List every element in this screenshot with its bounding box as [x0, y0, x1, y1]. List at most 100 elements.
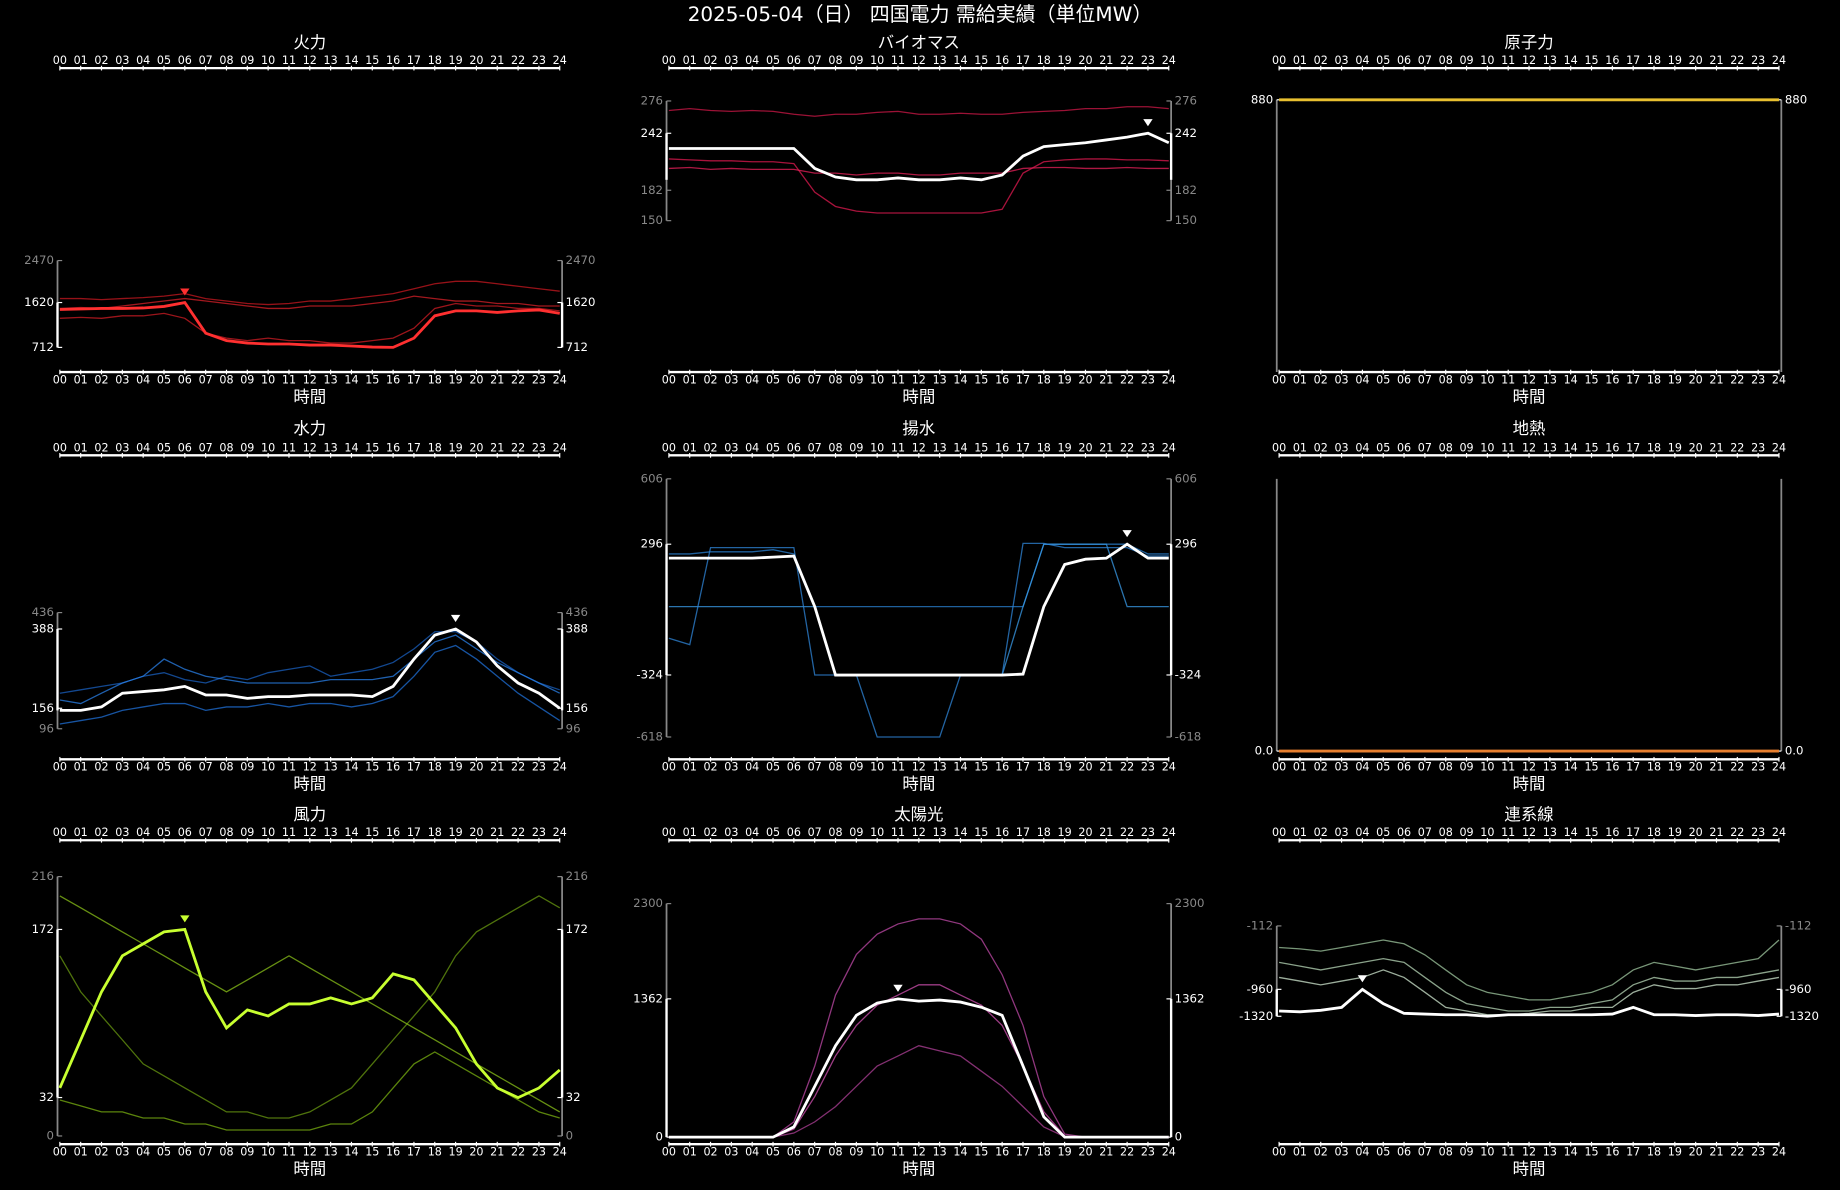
x-tick-label-bottom: 21 — [1099, 760, 1113, 773]
x-tick-label-bottom: 18 — [1037, 760, 1051, 773]
series-line — [59, 301, 560, 349]
x-tick-label-top: 02 — [94, 54, 108, 67]
x-tick-label-top: 16 — [1605, 54, 1619, 67]
x-tick-label-bottom: 08 — [828, 760, 842, 773]
x-tick-label-bottom: 17 — [407, 1145, 421, 1158]
x-tick-label-bottom: 02 — [94, 1145, 108, 1158]
x-tick-label-top: 17 — [407, 54, 421, 67]
x-axis-label: 時間 — [293, 1160, 326, 1179]
x-tick-label-bottom: 19 — [1058, 760, 1072, 773]
y-tick-label: 880 — [1251, 92, 1273, 106]
y-tick-label: -618 — [636, 729, 663, 743]
x-tick-label-bottom: 24 — [1772, 1145, 1786, 1158]
x-tick-label-top: 07 — [1418, 826, 1432, 839]
x-tick-label-bottom: 05 — [1376, 1145, 1390, 1158]
x-tick-label-bottom: 21 — [1709, 1145, 1723, 1158]
x-tick-label-top: 03 — [115, 441, 129, 454]
x-tick-label-bottom: 20 — [469, 760, 483, 773]
x-tick-label-top: 04 — [1355, 54, 1369, 67]
x-tick-label-top: 05 — [1376, 54, 1390, 67]
y-tick-label: 32 — [39, 1090, 54, 1104]
x-tick-label-bottom: 06 — [1397, 1145, 1411, 1158]
x-tick-label-bottom: 04 — [745, 373, 759, 386]
x-tick-label-top: 20 — [1078, 441, 1092, 454]
x-tick-label-top: 09 — [849, 54, 863, 67]
x-tick-label-bottom: 17 — [1016, 1145, 1030, 1158]
x-tick-label-top: 09 — [1459, 826, 1473, 839]
x-tick-label-top: 11 — [282, 441, 296, 454]
x-tick-label-top: 11 — [1501, 441, 1515, 454]
x-tick-label-top: 08 — [828, 54, 842, 67]
y-tick-label: 276 — [641, 93, 663, 107]
x-tick-label-bottom: 01 — [74, 1145, 88, 1158]
x-tick-label-top: 24 — [1162, 54, 1176, 67]
x-tick-label-bottom: 22 — [511, 1145, 525, 1158]
x-tick-label-bottom: 04 — [745, 760, 759, 773]
x-tick-label-top: 21 — [1709, 54, 1723, 67]
x-tick-label-bottom: 19 — [1058, 373, 1072, 386]
x-tick-label-bottom: 17 — [1626, 1145, 1640, 1158]
x-tick-label-bottom: 23 — [1751, 760, 1765, 773]
x-tick-label-bottom: 12 — [303, 760, 317, 773]
x-tick-label-bottom: 09 — [1459, 373, 1473, 386]
x-tick-label-bottom: 03 — [115, 1145, 129, 1158]
x-tick-label-bottom: 23 — [532, 373, 546, 386]
y-tick-label: -960 — [1785, 982, 1812, 996]
x-tick-label-top: 09 — [849, 441, 863, 454]
x-tick-label-top: 22 — [1120, 441, 1134, 454]
x-tick-label-bottom: 01 — [683, 373, 697, 386]
x-tick-label-bottom: 13 — [324, 760, 338, 773]
x-tick-label-top: 21 — [1709, 441, 1723, 454]
x-tick-label-bottom: 18 — [428, 760, 442, 773]
x-tick-label-bottom: 16 — [386, 373, 400, 386]
x-tick-label-top: 18 — [428, 54, 442, 67]
x-tick-label-top: 18 — [428, 826, 442, 839]
x-tick-label-top: 01 — [1293, 54, 1307, 67]
x-tick-label-bottom: 16 — [1605, 760, 1619, 773]
x-tick-label-top: 12 — [912, 826, 926, 839]
x-tick-label-top: 17 — [1016, 826, 1030, 839]
y-tick-label: 216 — [566, 869, 588, 883]
x-tick-label-bottom: 18 — [428, 1145, 442, 1158]
x-tick-label-top: 15 — [1584, 441, 1598, 454]
x-tick-label-top: 01 — [1293, 826, 1307, 839]
x-tick-label-top: 08 — [1439, 54, 1453, 67]
peak-marker — [1122, 530, 1132, 538]
x-tick-label-top: 10 — [1480, 54, 1494, 67]
x-tick-label-top: 20 — [1689, 826, 1703, 839]
y-tick-label: -1320 — [1239, 1009, 1273, 1023]
x-tick-label-bottom: 13 — [1543, 760, 1557, 773]
x-tick-label-bottom: 07 — [199, 373, 213, 386]
x-tick-label-top: 01 — [74, 54, 88, 67]
series-line — [59, 302, 560, 344]
x-tick-label-top: 22 — [1730, 54, 1744, 67]
x-tick-label-bottom: 03 — [1334, 760, 1348, 773]
x-tick-label-bottom: 02 — [703, 760, 717, 773]
x-tick-label-top: 00 — [1272, 54, 1286, 67]
x-tick-label-bottom: 08 — [828, 1145, 842, 1158]
x-tick-label-top: 20 — [1078, 54, 1092, 67]
y-tick-label: 296 — [641, 537, 663, 551]
x-tick-label-top: 01 — [74, 826, 88, 839]
x-tick-label-bottom: 02 — [703, 373, 717, 386]
x-tick-label-top: 00 — [53, 826, 67, 839]
x-tick-label-top: 21 — [490, 826, 504, 839]
series-line — [59, 1051, 560, 1131]
x-tick-label-top: 23 — [532, 441, 546, 454]
y-tick-label: 296 — [1175, 537, 1197, 551]
x-tick-label-top: 22 — [1120, 826, 1134, 839]
peak-marker — [1143, 119, 1153, 127]
x-tick-label-bottom: 22 — [1730, 373, 1744, 386]
x-tick-label-top: 05 — [766, 54, 780, 67]
x-tick-label-top: 15 — [365, 826, 379, 839]
x-tick-label-bottom: 12 — [912, 760, 926, 773]
x-tick-label-bottom: 06 — [178, 760, 192, 773]
x-tick-label-top: 00 — [1272, 441, 1286, 454]
x-tick-label-top: 09 — [1459, 441, 1473, 454]
y-tick-label: 182 — [1175, 183, 1197, 197]
y-tick-label: -618 — [1175, 729, 1202, 743]
